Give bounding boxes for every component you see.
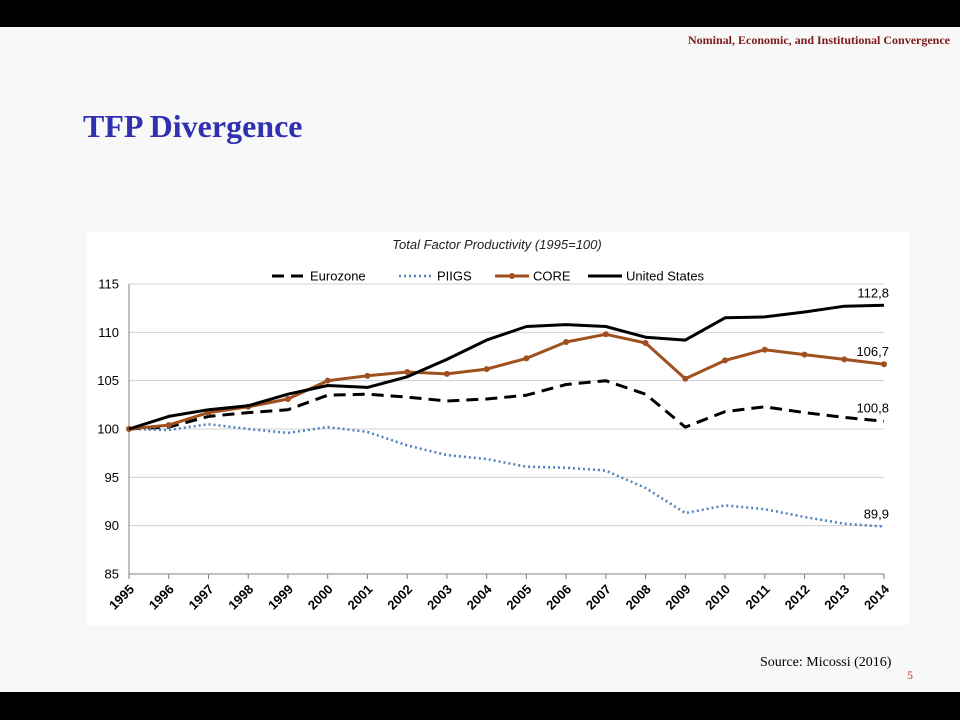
x-tick-label-2000: 2000 <box>305 582 336 613</box>
bottom-black-bar <box>0 692 960 720</box>
y-tick-label-95: 95 <box>105 470 119 485</box>
chart-end-labels: 100,8 89,9 106,7 112,8 <box>856 285 889 521</box>
series-point-core-2004 <box>483 366 490 373</box>
end-label-eurozone: 100,8 <box>856 400 889 415</box>
y-tick-label-85: 85 <box>105 567 119 582</box>
series-point-core-2005 <box>523 355 530 362</box>
tfp-line-chart: Total Factor Productivity (1995=100) Eur… <box>97 237 893 613</box>
end-label-united-states: 112,8 <box>857 285 889 300</box>
series-point-core-2010 <box>722 357 729 364</box>
x-tick-label-2012: 2012 <box>782 582 813 613</box>
series-line-piigs <box>128 422 885 528</box>
series-point-core-2000 <box>324 377 331 384</box>
legend-label-united-states: United States <box>626 269 705 284</box>
y-tick-label-90: 90 <box>105 518 119 533</box>
series-point-core-1996 <box>165 422 172 429</box>
end-label-core: 106,7 <box>856 344 889 359</box>
series-point-core-2013 <box>841 356 848 363</box>
slide-title: TFP Divergence <box>83 108 303 144</box>
chart-gridlines <box>129 283 884 575</box>
top-black-bar <box>0 0 960 27</box>
x-tick-label-2009: 2009 <box>662 582 693 613</box>
legend-label-core: CORE <box>533 269 571 284</box>
x-axis: 1995 1996 1997 1998 1999 2000 2001 2002 2003 2004… <box>106 573 893 613</box>
chart-title: Total Factor Productivity (1995=100) <box>392 237 601 252</box>
series-point-core-2001 <box>364 372 371 379</box>
x-tick-label-2001: 2001 <box>344 582 375 613</box>
series-line-eurozone <box>128 379 885 431</box>
series-point-core-2002 <box>404 368 411 375</box>
series-point-core-2008 <box>642 339 649 346</box>
chart-series <box>126 303 887 528</box>
end-label-piigs: 89,9 <box>864 507 889 522</box>
legend-label-eurozone: Eurozone <box>310 269 366 284</box>
series-line-core <box>128 332 885 431</box>
page-number: 5 <box>907 668 913 682</box>
chart-area: Total Factor Productivity (1995=100) Eur… <box>87 232 909 625</box>
legend-marker-core <box>509 273 515 279</box>
y-tick-label-100: 100 <box>97 422 119 437</box>
legend-label-piigs: PIIGS <box>437 269 472 284</box>
series-point-core-2009 <box>682 375 689 382</box>
source-note: Source: Micossi (2016) <box>760 655 892 670</box>
series-line-united-states <box>128 303 885 431</box>
series-point-core-1999 <box>284 396 291 403</box>
x-tick-label-2005: 2005 <box>503 582 534 613</box>
x-tick-label-2013: 2013 <box>821 582 852 613</box>
y-tick-label-110: 110 <box>98 325 119 340</box>
series-point-core-2003 <box>443 370 450 377</box>
x-tick-label-2010: 2010 <box>702 582 733 613</box>
x-tick-label-2006: 2006 <box>543 582 574 613</box>
x-tick-label-1995: 1995 <box>106 582 137 613</box>
x-tick-label-2004: 2004 <box>464 581 496 613</box>
y-tick-label-105: 105 <box>97 373 119 388</box>
x-tick-label-2008: 2008 <box>623 582 654 613</box>
x-tick-label-1998: 1998 <box>225 582 256 613</box>
x-tick-label-1996: 1996 <box>146 582 177 613</box>
x-tick-label-2002: 2002 <box>384 582 415 613</box>
x-tick-label-1997: 1997 <box>186 582 217 613</box>
series-point-core-2007 <box>602 331 609 338</box>
series-point-core-2006 <box>563 339 570 345</box>
x-tick-label-2011: 2011 <box>742 582 773 613</box>
x-tick-label-2007: 2007 <box>583 582 614 613</box>
x-tick-label-1999: 1999 <box>265 582 296 613</box>
x-tick-label-2014: 2014 <box>861 581 893 613</box>
series-point-core-2011 <box>761 346 768 353</box>
y-axis: 85 90 95 100 105 110 115 <box>97 277 130 582</box>
slide-subtitle: Nominal, Economic, and Institutional Con… <box>687 33 950 47</box>
chart-legend: Eurozone PIIGS CORE United States <box>272 269 705 284</box>
series-point-core-2014 <box>881 361 887 368</box>
series-point-core-2012 <box>801 351 808 358</box>
x-tick-label-2003: 2003 <box>424 582 455 613</box>
y-tick-label-115: 115 <box>98 277 119 292</box>
